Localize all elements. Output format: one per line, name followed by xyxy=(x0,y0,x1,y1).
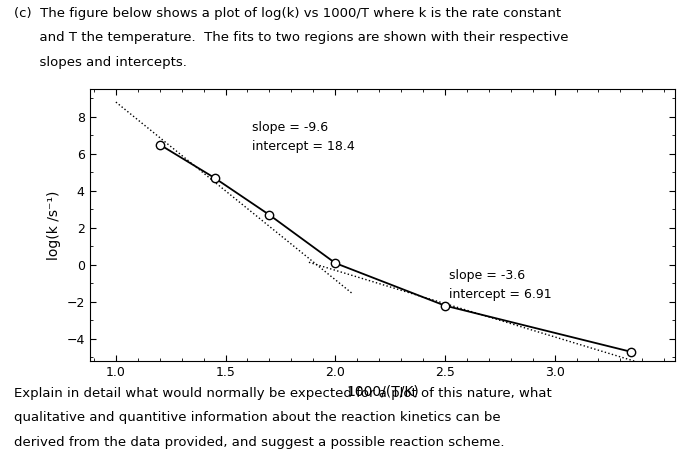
Text: (c)  The figure below shows a plot of log(k) vs 1000/T where k is the rate const: (c) The figure below shows a plot of log… xyxy=(14,7,561,20)
Text: qualitative and quantitive information about the reaction kinetics can be: qualitative and quantitive information a… xyxy=(14,411,500,424)
Y-axis label: log(k /s⁻¹): log(k /s⁻¹) xyxy=(47,190,61,260)
Text: intercept = 18.4: intercept = 18.4 xyxy=(252,140,355,153)
Text: intercept = 6.91: intercept = 6.91 xyxy=(449,288,552,301)
Text: Explain in detail what would normally be expected for a plot of this nature, wha: Explain in detail what would normally be… xyxy=(14,387,551,400)
Text: slope = -3.6: slope = -3.6 xyxy=(449,269,526,281)
Text: and T the temperature.  The fits to two regions are shown with their respective: and T the temperature. The fits to two r… xyxy=(14,31,568,45)
Text: slope = -9.6: slope = -9.6 xyxy=(252,121,328,134)
X-axis label: 1000/(T/K): 1000/(T/K) xyxy=(346,385,419,399)
Text: derived from the data provided, and suggest a possible reaction scheme.: derived from the data provided, and sugg… xyxy=(14,436,504,449)
Text: slopes and intercepts.: slopes and intercepts. xyxy=(14,56,187,69)
